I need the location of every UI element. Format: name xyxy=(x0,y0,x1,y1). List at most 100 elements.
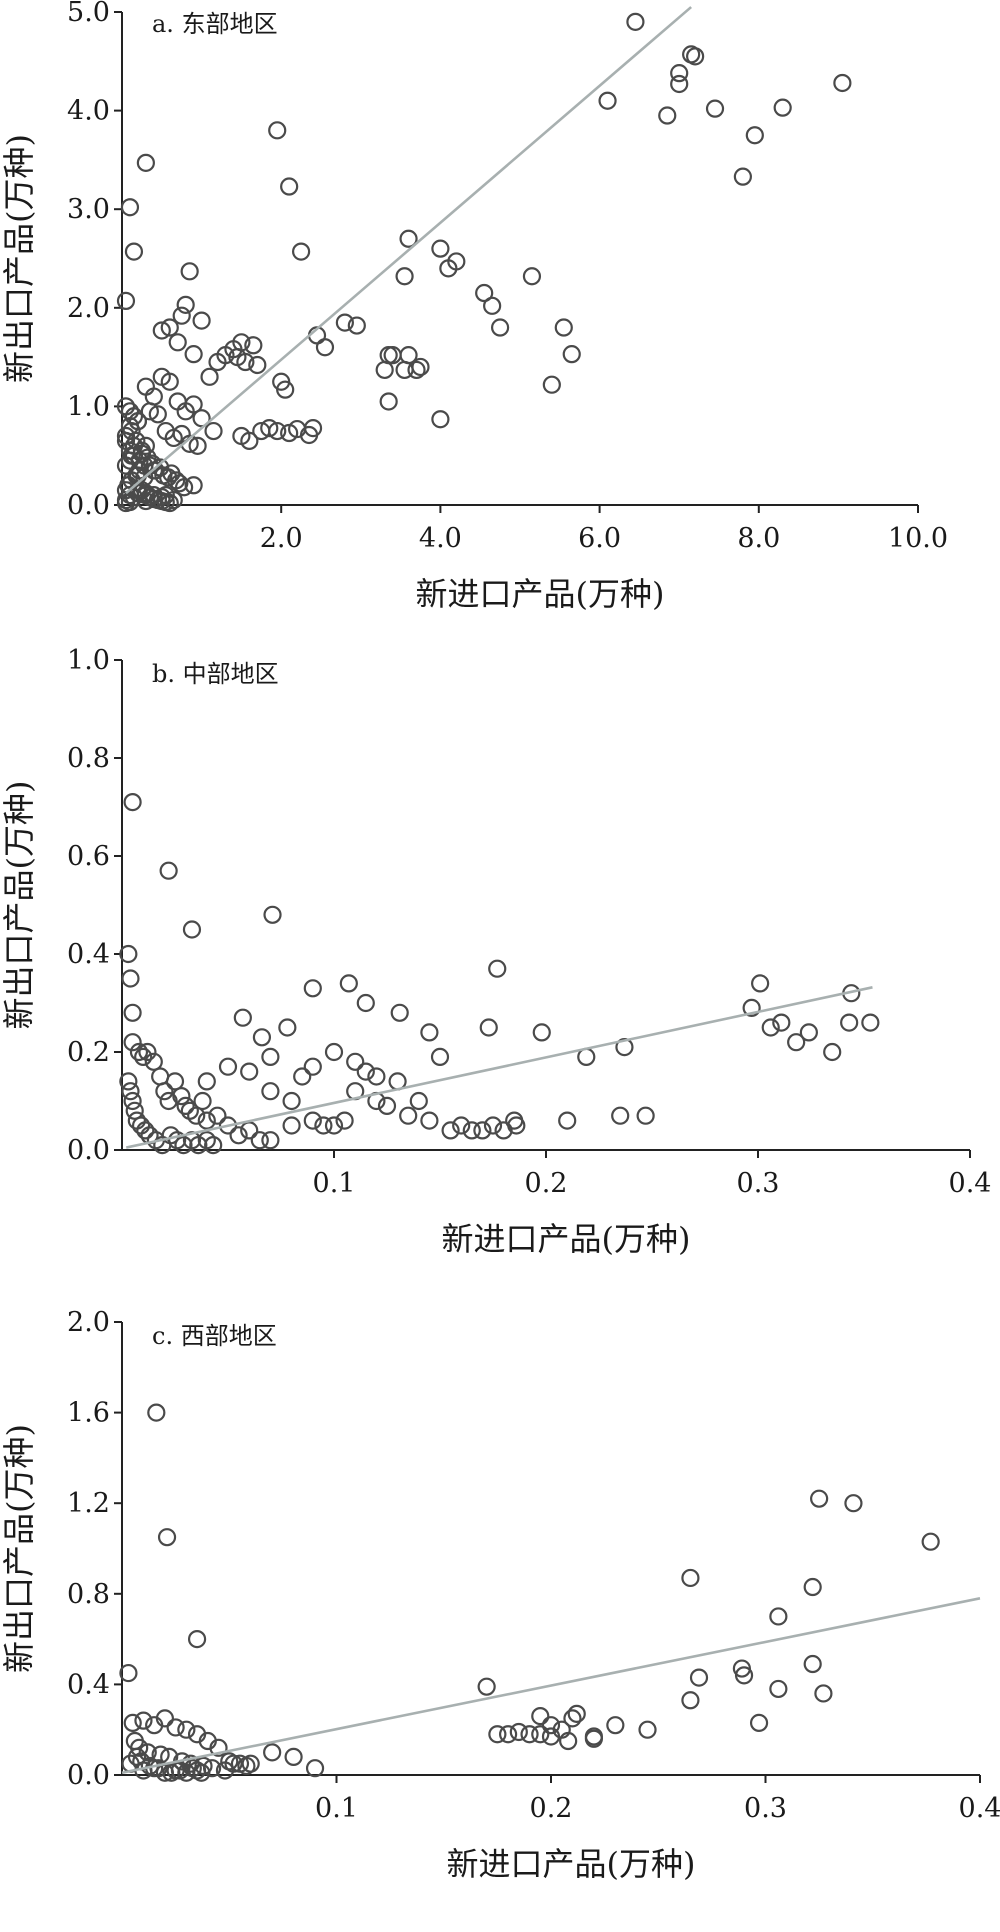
data-point xyxy=(670,74,689,94)
data-point xyxy=(751,974,770,993)
data-point xyxy=(339,974,358,993)
data-point xyxy=(172,1086,191,1106)
data-point xyxy=(303,979,322,998)
data-point xyxy=(475,283,494,303)
data-point xyxy=(346,1052,365,1071)
data-point xyxy=(119,1663,138,1683)
data-point xyxy=(745,126,764,145)
data-point xyxy=(187,1725,207,1744)
data-point xyxy=(183,1759,202,1778)
y-tick-label: 3.0 xyxy=(67,194,110,225)
y-tick-label: 2.0 xyxy=(67,1307,110,1338)
data-point xyxy=(810,1489,829,1508)
data-point xyxy=(187,1106,206,1125)
data-point xyxy=(131,1116,151,1135)
data-point xyxy=(140,402,159,421)
data-point xyxy=(119,944,138,964)
data-point xyxy=(147,1403,166,1422)
data-point xyxy=(129,1042,149,1062)
data-point xyxy=(420,1111,439,1130)
data-point xyxy=(172,306,191,325)
data-point xyxy=(407,360,426,380)
data-point xyxy=(921,1532,940,1551)
x-tick-label: 8.0 xyxy=(737,523,780,554)
trend-line xyxy=(125,6,692,495)
data-point xyxy=(132,441,151,460)
data-point xyxy=(399,1106,418,1125)
data-point xyxy=(488,1725,507,1744)
data-point xyxy=(399,229,418,248)
data-point xyxy=(844,1494,863,1513)
data-point xyxy=(261,1131,280,1150)
data-point xyxy=(303,1111,322,1130)
data-point xyxy=(180,262,199,281)
y-tick-label: 0.4 xyxy=(67,939,110,970)
data-point xyxy=(123,1713,142,1733)
x-tick-label: 4.0 xyxy=(419,523,462,554)
data-point xyxy=(192,1763,211,1782)
x-tick-label: 10.0 xyxy=(888,523,948,554)
x-tick-label: 6.0 xyxy=(578,523,621,554)
data-point xyxy=(395,360,414,380)
data-point xyxy=(541,1727,561,1746)
data-point xyxy=(123,1003,142,1022)
data-point xyxy=(208,1106,227,1125)
y-tick-label: 1.2 xyxy=(67,1488,110,1519)
data-point xyxy=(314,1116,333,1135)
data-point xyxy=(615,1037,634,1057)
data-point xyxy=(606,1716,625,1735)
data-point xyxy=(833,73,852,93)
x-tick-label: 0.1 xyxy=(313,1168,356,1199)
data-point xyxy=(192,311,211,330)
data-point xyxy=(123,792,142,812)
data-point xyxy=(120,198,140,217)
data-point xyxy=(420,1023,439,1042)
data-point xyxy=(152,321,171,340)
data-point xyxy=(430,1047,450,1067)
data-point xyxy=(282,1091,301,1111)
data-point xyxy=(479,1018,498,1037)
data-point xyxy=(134,1711,153,1730)
data-point xyxy=(431,239,450,258)
y-tick-label: 0.0 xyxy=(67,1760,110,1791)
y-tick-label: 1.0 xyxy=(67,645,110,676)
data-point xyxy=(541,1716,561,1735)
data-point xyxy=(840,1013,859,1032)
data-point xyxy=(379,392,398,411)
data-point xyxy=(125,1101,144,1120)
data-point xyxy=(324,1116,344,1135)
data-point xyxy=(554,318,573,337)
data-point xyxy=(261,1047,280,1067)
data-point xyxy=(383,346,402,365)
data-point xyxy=(689,1668,709,1687)
y-tick-label: 0.0 xyxy=(67,1135,110,1166)
data-point xyxy=(483,1116,503,1135)
data-point xyxy=(263,1743,282,1762)
panel-east: 0.0 1.0 2.0 3.0 4.0 5.0 2.0 4.0 6.0 8.0 10.0 a. 东部地… xyxy=(0,0,948,613)
data-point xyxy=(390,1003,409,1022)
data-point xyxy=(532,1023,551,1042)
data-point xyxy=(563,1709,582,1728)
data-point xyxy=(395,267,414,286)
data-point xyxy=(159,861,178,880)
data-point xyxy=(315,338,335,357)
data-point xyxy=(522,267,542,286)
data-point xyxy=(261,1082,280,1101)
data-point xyxy=(681,1568,700,1588)
data-point xyxy=(122,421,141,441)
data-point xyxy=(218,1057,238,1076)
data-point xyxy=(155,1082,174,1101)
data-point xyxy=(145,1716,164,1735)
data-point xyxy=(292,242,311,261)
data-point xyxy=(803,1654,822,1674)
data-point xyxy=(772,1013,791,1032)
panel-central: 0.0 0.2 0.4 0.6 0.8 1.0 0.1 0.2 0.3 0.4 b. 中部地区新进口… xyxy=(0,645,991,1258)
data-point xyxy=(187,1629,207,1649)
data-point xyxy=(250,1131,269,1150)
data-point xyxy=(494,1121,513,1140)
data-point xyxy=(166,1718,185,1737)
data-point xyxy=(121,969,140,988)
data-point xyxy=(116,431,136,451)
data-point xyxy=(411,357,430,377)
data-point xyxy=(611,1106,630,1125)
